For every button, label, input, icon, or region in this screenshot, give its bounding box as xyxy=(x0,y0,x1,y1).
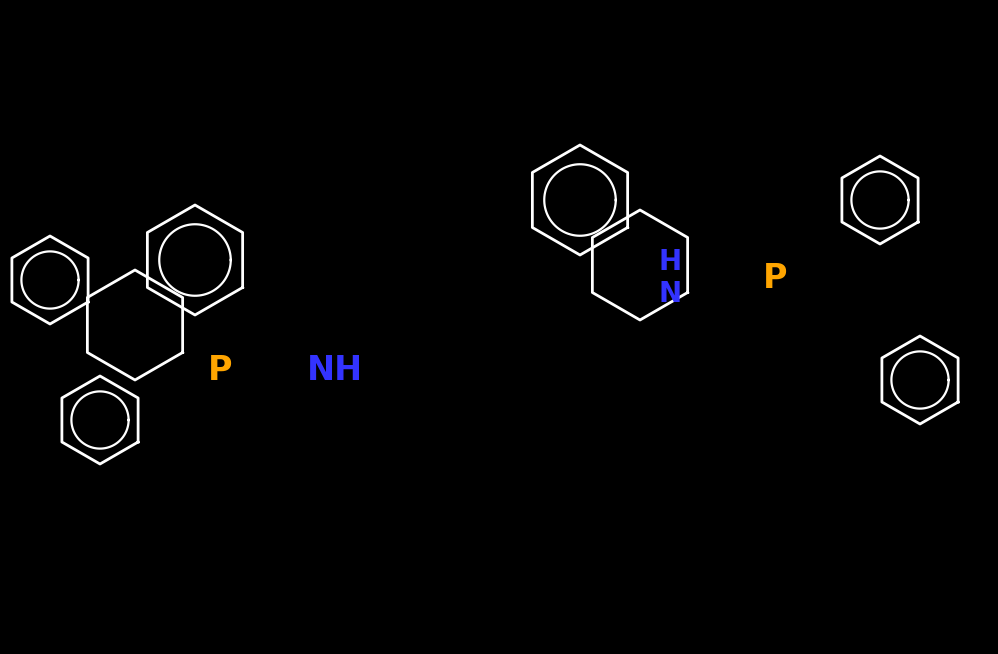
Text: H
N: H N xyxy=(659,248,682,308)
Text: NH: NH xyxy=(307,354,363,387)
Text: P: P xyxy=(208,354,233,387)
Text: P: P xyxy=(762,262,787,294)
